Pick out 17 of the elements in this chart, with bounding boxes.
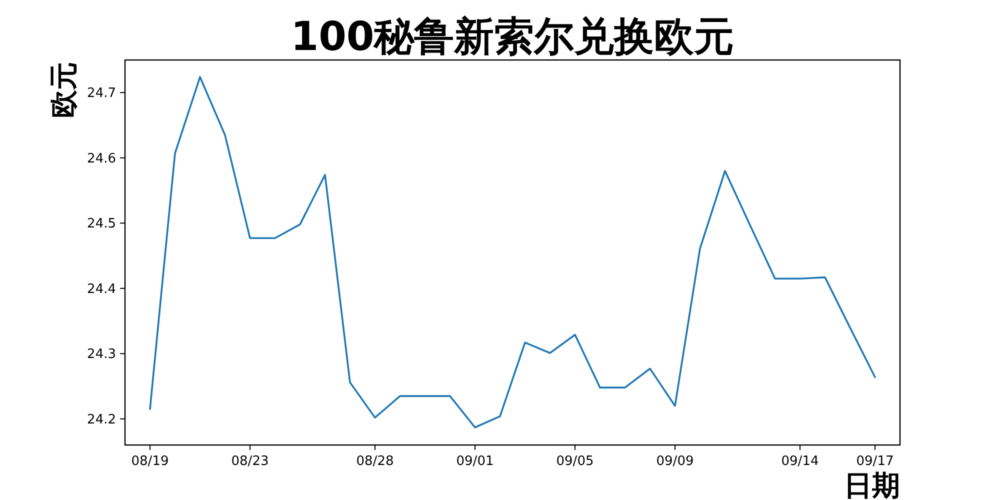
- x-tick-label: 09/09: [656, 454, 694, 469]
- x-tick-label: 09/17: [856, 454, 894, 469]
- y-tick-label: 24.5: [87, 216, 116, 232]
- y-tick-label: 24.4: [87, 282, 116, 297]
- x-axis-title: 日期: [844, 469, 900, 500]
- y-tick-label: 24.6: [87, 151, 116, 166]
- x-tick-label: 08/23: [231, 454, 269, 469]
- y-tick-label: 24.3: [87, 347, 116, 362]
- x-tick-label: 09/14: [781, 454, 819, 469]
- x-tick-label: 09/05: [556, 454, 594, 469]
- x-tick-label: 08/19: [131, 454, 169, 469]
- y-tick-label: 24.7: [87, 86, 116, 102]
- y-tick-label: 24.2: [87, 412, 116, 428]
- y-axis-title: 欧元: [47, 62, 80, 118]
- chart-title: 100秘鲁新索尔兑换欧元: [290, 14, 734, 60]
- x-tick-label: 09/01: [456, 454, 494, 469]
- x-tick-label: 08/28: [356, 454, 394, 469]
